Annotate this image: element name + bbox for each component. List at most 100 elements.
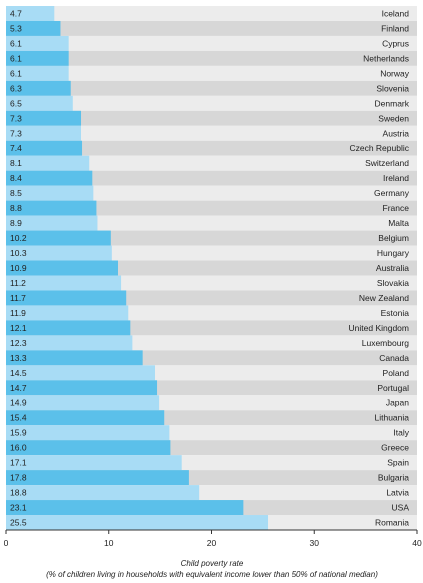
row-band: [6, 200, 417, 216]
category-label: Netherlands: [363, 53, 409, 63]
category-label: Finland: [381, 23, 409, 33]
bar: [6, 6, 55, 21]
row-band: [6, 170, 417, 186]
value-label: 8.5: [10, 188, 22, 198]
value-label: 8.1: [10, 158, 22, 168]
category-label: Latvia: [386, 488, 409, 498]
bar: [6, 80, 71, 96]
bar: [6, 35, 69, 51]
category-label: Greece: [381, 443, 409, 453]
value-label: 14.5: [10, 368, 27, 378]
bar: [6, 440, 171, 456]
bar: [6, 20, 61, 36]
bar: [6, 365, 155, 381]
bar: [6, 470, 189, 486]
row-band: [6, 65, 417, 81]
category-label: Austria: [383, 128, 410, 138]
bar: [6, 485, 200, 501]
category-label: Lithuania: [374, 413, 409, 423]
category-label: Czech Republic: [349, 143, 409, 153]
value-label: 12.3: [10, 338, 27, 348]
category-label: Estonia: [381, 308, 410, 318]
row-band: [6, 215, 417, 231]
value-label: 18.8: [10, 488, 27, 498]
row-band: [6, 155, 417, 171]
bar: [6, 185, 94, 201]
value-label: 17.8: [10, 473, 27, 483]
row-band: [6, 6, 417, 21]
bar: [6, 425, 170, 441]
bar: [6, 380, 158, 396]
row-band: [6, 110, 417, 126]
bar: [6, 95, 73, 111]
category-label: Portugal: [377, 383, 409, 393]
category-label: Slovakia: [377, 278, 409, 288]
bar: [6, 50, 69, 66]
value-label: 7.3: [10, 113, 22, 123]
value-label: 7.3: [10, 128, 22, 138]
value-label: 8.9: [10, 218, 22, 228]
value-label: 6.1: [10, 53, 22, 63]
bar: [6, 65, 69, 81]
category-label: Romania: [375, 518, 409, 528]
bar: [6, 320, 131, 336]
category-label: USA: [392, 503, 410, 513]
row-band: [6, 80, 417, 96]
category-label: Slovenia: [376, 83, 409, 93]
value-label: 12.1: [10, 323, 27, 333]
category-label: Japan: [386, 398, 409, 408]
category-label: Switzerland: [365, 158, 409, 168]
category-labels: Iceland Finland Cyprus Netherlands Norway Slo…: [349, 8, 410, 527]
x-axis: 0 10 20 30 40: [4, 529, 422, 548]
bars: [6, 6, 269, 530]
value-label: 6.5: [10, 98, 22, 108]
category-label: Sweden: [378, 113, 409, 123]
row-band: [6, 20, 417, 36]
x-tick-label: 40: [412, 538, 422, 548]
category-label: Iceland: [382, 8, 410, 18]
category-label: Poland: [383, 368, 410, 378]
category-label: Malta: [388, 218, 409, 228]
bar: [6, 200, 97, 216]
x-axis-title: Child poverty rate: [181, 559, 244, 568]
row-band: [6, 140, 417, 156]
bar: [6, 230, 111, 246]
value-label: 8.8: [10, 203, 22, 213]
x-tick-label: 30: [310, 538, 320, 548]
value-label: 14.9: [10, 398, 27, 408]
bar: [6, 245, 112, 261]
value-labels: 4.7 5.3 6.1 6.1 6.1 6.3 6.5 7.3 7.3 7.4 8.1 8.4 8.5 8…: [10, 8, 27, 527]
category-label: Canada: [379, 353, 409, 363]
value-label: 17.1: [10, 458, 27, 468]
category-label: Germany: [374, 188, 410, 198]
row-band: [6, 125, 417, 141]
value-label: 6.3: [10, 83, 22, 93]
x-axis-subtitle: (% of children living in households with…: [46, 570, 378, 579]
value-label: 23.1: [10, 503, 27, 513]
category-label: United Kingdom: [349, 323, 409, 333]
category-label: Cyprus: [382, 38, 409, 48]
category-label: Luxembourg: [362, 338, 410, 348]
bar: [6, 155, 90, 171]
category-label: Denmark: [375, 98, 410, 108]
row-band: [6, 185, 417, 201]
category-label: New Zealand: [359, 293, 409, 303]
x-tick-label: 20: [207, 538, 217, 548]
bar: [6, 260, 118, 276]
category-label: Hungary: [377, 248, 410, 258]
bar: [6, 125, 82, 141]
x-tick-label: 0: [4, 538, 9, 548]
value-label: 11.9: [10, 308, 26, 318]
bar: [6, 170, 93, 186]
value-label: 14.7: [10, 383, 27, 393]
bar: [6, 335, 133, 351]
value-label: 10.2: [10, 233, 27, 243]
value-label: 6.1: [10, 38, 22, 48]
value-label: 8.4: [10, 173, 22, 183]
row-band: [6, 35, 417, 51]
bar: [6, 290, 127, 306]
category-label: Bulgaria: [378, 473, 409, 483]
bar: [6, 215, 98, 231]
value-label: 15.4: [10, 413, 27, 423]
